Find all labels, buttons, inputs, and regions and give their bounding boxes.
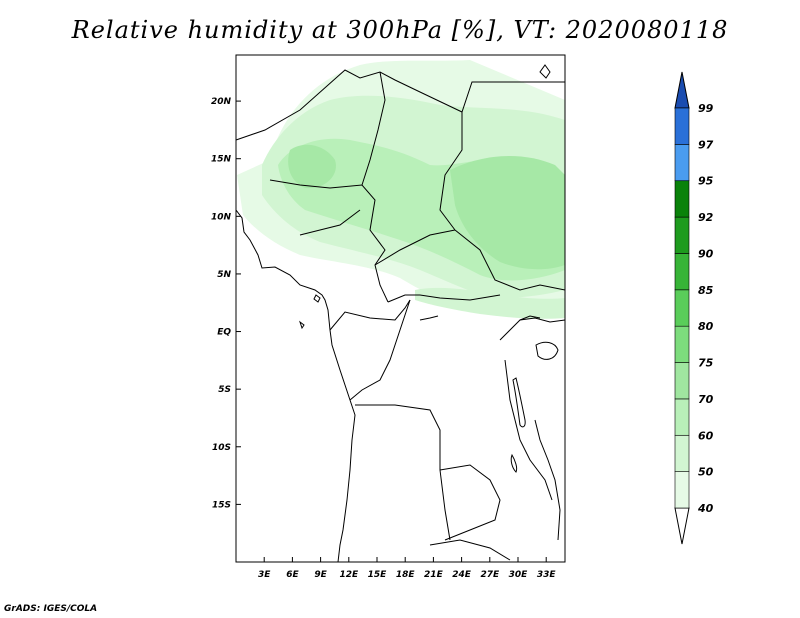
colorbar-label: 97 [698, 138, 714, 151]
colorbar-segment [674, 434, 690, 472]
colorbar-segment [674, 107, 690, 145]
colorbar-segment [674, 471, 690, 509]
lat-tick-label: EQ [217, 328, 231, 338]
humidity-field [237, 60, 565, 319]
map-frame [235, 54, 566, 563]
colorbar-segment [674, 253, 690, 291]
humidity-band-east-core [450, 155, 565, 270]
colorbar-bottom-cap [674, 507, 690, 545]
colorbar-segment [674, 362, 690, 400]
colorbar-label: 92 [698, 211, 714, 224]
lon-tick-label: 24E [452, 570, 472, 580]
grads-credit: GrADS: IGES/COLA [4, 604, 98, 614]
colorbar-label: 50 [698, 466, 714, 479]
lon-tick-label: 6E [286, 570, 299, 580]
lon-tick-label: 15E [368, 570, 388, 580]
humidity-patch-west [288, 144, 336, 189]
lat-tick-label: 10S [212, 443, 231, 453]
chart-title: Relative humidity at 300hPa [%], VT: 202… [71, 16, 729, 44]
colorbar: 40 50 60 70 75 80 85 90 92 95 97 99 [674, 71, 714, 545]
lon-tick-label: 3E [258, 570, 271, 580]
colorbar-label: 75 [698, 357, 714, 370]
lat-tick-label: 15N [211, 155, 232, 165]
lon-tick-label: 33E [537, 570, 557, 580]
lat-tick-label: 15S [212, 500, 231, 510]
lat-tick-label: 5S [218, 385, 231, 395]
lat-tick-label: 20N [211, 97, 232, 107]
lon-tick-label: 12E [339, 570, 359, 580]
lon-tick-label: 18E [396, 570, 416, 580]
colorbar-label: 80 [698, 320, 714, 333]
lat-tick-label: 5N [217, 270, 231, 280]
colorbar-label: 99 [698, 102, 714, 115]
longitude-axis: 3E 6E 9E 12E 15E 18E 21E 24E 27E 30E 33E [258, 557, 556, 580]
colorbar-label: 90 [698, 247, 714, 260]
colorbar-label: 40 [697, 502, 714, 515]
humidity-strip-equatorial [415, 287, 565, 319]
colorbar-label: 85 [698, 284, 714, 297]
colorbar-label: 70 [698, 393, 714, 406]
latitude-axis: 20N 15N 10N 5N EQ 5S 10S 15S [211, 97, 241, 510]
colorbar-segment [674, 180, 690, 218]
lon-tick-label: 9E [314, 570, 327, 580]
colorbar-segment [674, 216, 690, 254]
colorbar-segment [674, 398, 690, 436]
lon-tick-label: 27E [480, 570, 500, 580]
lon-tick-label: 21E [424, 570, 444, 580]
colorbar-top-cap [674, 71, 690, 109]
lon-tick-label: 30E [509, 570, 529, 580]
colorbar-segment [674, 289, 690, 327]
colorbar-label: 60 [698, 429, 714, 442]
colorbar-segment [674, 144, 690, 182]
country-borders [235, 64, 566, 563]
lat-tick-label: 10N [211, 212, 232, 222]
colorbar-segment [674, 325, 690, 363]
colorbar-label: 95 [698, 175, 714, 188]
